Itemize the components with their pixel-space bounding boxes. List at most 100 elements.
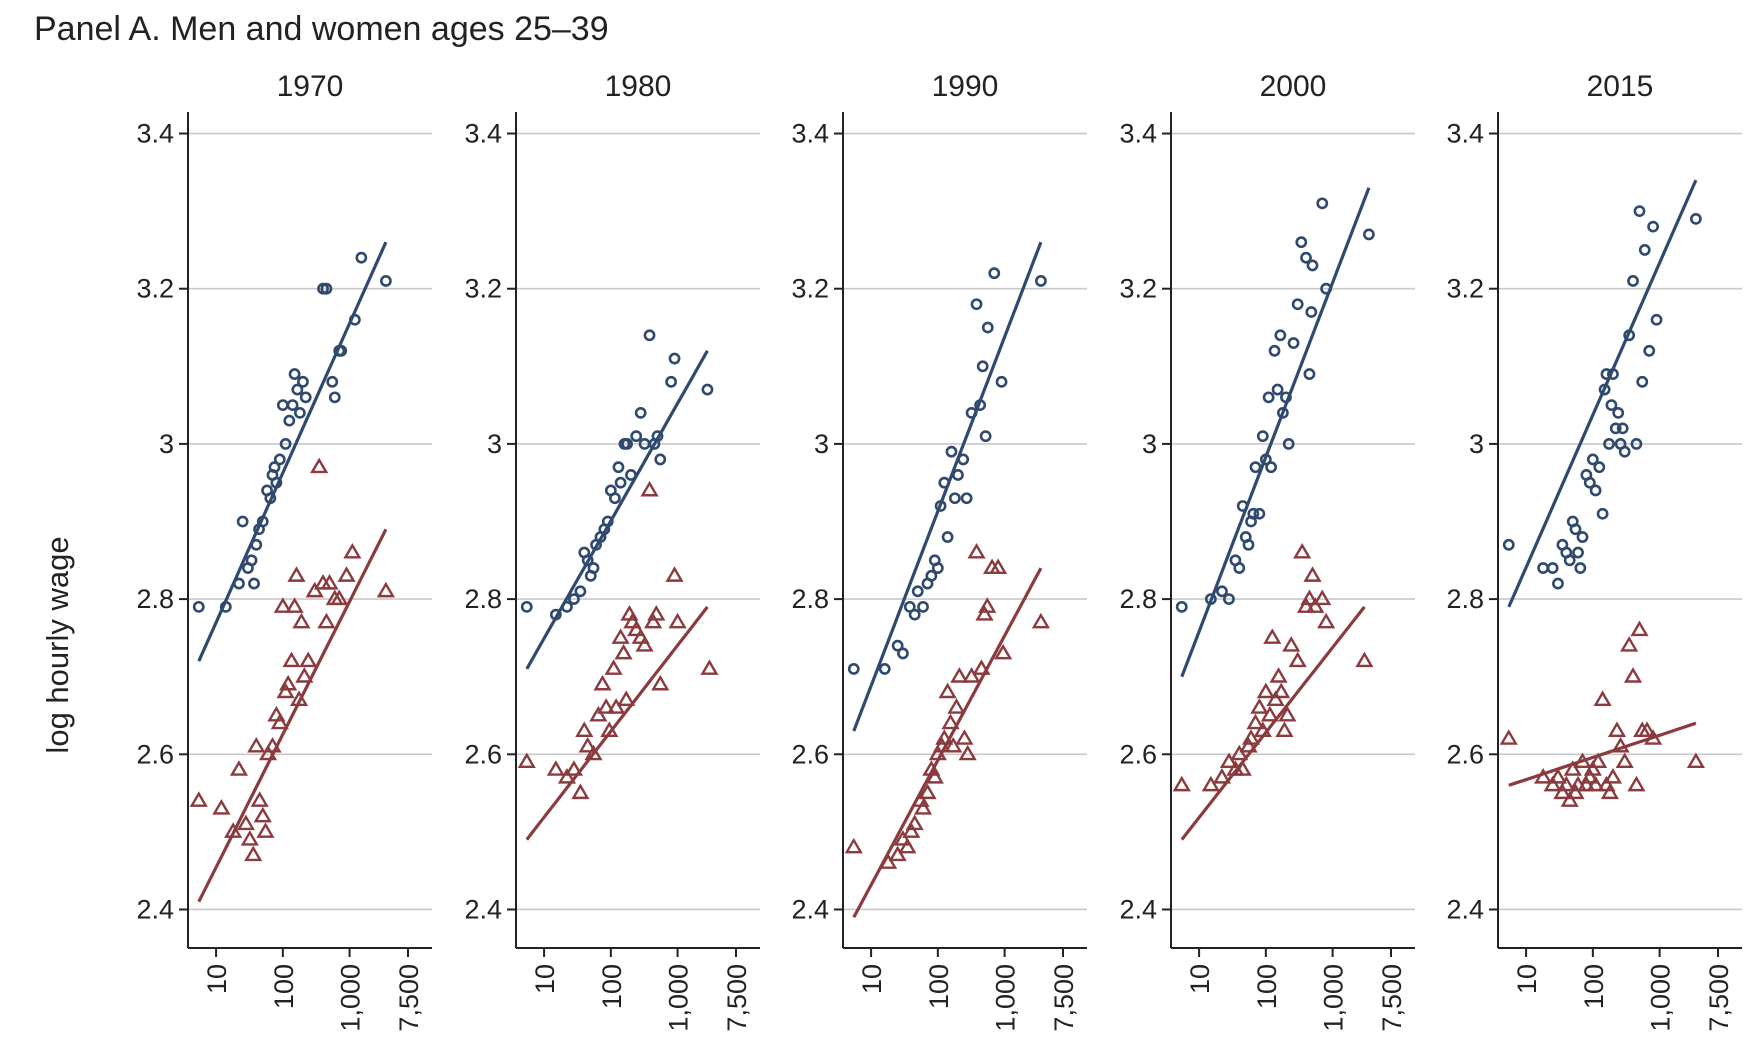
data-point	[1605, 399, 1618, 412]
data-point	[1275, 721, 1294, 738]
data-point	[282, 651, 301, 668]
data-point	[945, 445, 958, 458]
y-axis-label: log hourly wage	[40, 536, 75, 753]
data-point	[941, 531, 954, 543]
data-point	[1611, 736, 1630, 753]
data-point	[1650, 313, 1663, 326]
data-point	[600, 721, 619, 738]
data-point	[1593, 690, 1612, 706]
data-point	[546, 760, 565, 776]
data-point	[568, 593, 580, 605]
data-point	[978, 597, 997, 613]
data-point	[957, 453, 970, 466]
data-point	[335, 344, 348, 357]
data-point	[931, 562, 944, 574]
data-point	[1259, 453, 1272, 466]
y-tick-label: 3.2	[136, 274, 174, 304]
data-point	[967, 542, 986, 559]
data-point	[1300, 589, 1319, 606]
data-point	[947, 698, 966, 714]
data-point	[244, 845, 263, 862]
data-point	[975, 605, 994, 621]
data-point	[701, 383, 714, 396]
data-point	[1552, 577, 1564, 590]
x-tick-label: 7,500	[722, 964, 752, 1032]
data-point	[263, 736, 282, 753]
data-point	[601, 515, 614, 528]
data-point	[878, 663, 891, 675]
y-tick-label: 2.6	[1446, 739, 1484, 769]
data-point	[1233, 760, 1252, 776]
data-point	[647, 605, 666, 621]
data-point	[1644, 729, 1663, 745]
data-point	[905, 814, 924, 831]
data-point	[1223, 593, 1235, 605]
x-tick-label: 100	[1252, 964, 1282, 1009]
data-point	[295, 667, 314, 683]
data-point	[1647, 220, 1660, 233]
data-point	[517, 752, 536, 769]
y-tick-label: 3.4	[791, 119, 829, 149]
data-point	[1583, 760, 1602, 776]
data-point	[607, 698, 626, 714]
data-point	[292, 612, 311, 629]
data-point	[962, 667, 981, 683]
y-tick-label: 2.4	[136, 894, 174, 924]
data-point	[1623, 329, 1636, 342]
data-point	[320, 573, 339, 590]
data-point	[935, 729, 954, 745]
data-point	[1557, 775, 1576, 792]
data-point	[1363, 228, 1375, 241]
data-point	[380, 275, 392, 287]
panel-title: 1990	[932, 70, 999, 103]
data-point	[995, 375, 1008, 388]
data-point	[994, 643, 1013, 660]
series-triangle	[844, 542, 1050, 918]
data-point	[1589, 752, 1608, 769]
data-point	[1598, 383, 1611, 396]
data-point	[219, 600, 232, 613]
data-point	[623, 612, 642, 629]
data-point	[665, 375, 678, 388]
y-tick-label: 3.4	[1446, 119, 1484, 149]
data-point	[989, 558, 1008, 575]
x-tick-label: 100	[924, 964, 954, 1009]
y-tick-label: 2.8	[791, 584, 829, 614]
data-point	[1690, 212, 1702, 225]
data-point	[988, 267, 1001, 280]
data-point	[950, 667, 969, 683]
x-tick-label: 7,500	[1377, 964, 1407, 1032]
data-point	[297, 375, 309, 388]
y-tick-label: 2.6	[464, 739, 502, 769]
data-point	[1306, 597, 1325, 613]
data-point	[1600, 783, 1619, 800]
data-point	[612, 461, 625, 474]
series-triangle	[1172, 542, 1374, 841]
data-point	[1260, 705, 1279, 722]
data-point	[1355, 651, 1374, 668]
data-point	[289, 690, 309, 706]
data-point	[965, 406, 978, 419]
data-point	[1566, 783, 1585, 800]
y-tick-label: 3.4	[464, 119, 502, 149]
series-triangle	[189, 457, 395, 903]
data-point	[247, 736, 266, 753]
data-point	[561, 600, 573, 613]
data-point	[614, 476, 627, 489]
data-point	[1246, 713, 1265, 730]
data-point	[293, 406, 306, 419]
data-point	[212, 799, 231, 815]
data-point	[578, 736, 597, 753]
y-tick-label: 3	[814, 429, 829, 459]
panel-title: 2000	[1260, 70, 1327, 103]
data-point	[1263, 628, 1282, 644]
panels: 1970 2.4 2.6 2.8 3 3.2 3.4 10 100 1,000 7,500 1980 2…	[136, 70, 1742, 1032]
data-point	[1293, 542, 1312, 559]
data-point	[611, 628, 630, 644]
data-point	[593, 674, 612, 691]
data-point	[283, 414, 296, 427]
data-point	[668, 352, 681, 365]
y-tick-label: 2.8	[464, 584, 502, 614]
data-point	[944, 736, 963, 753]
data-point	[1596, 507, 1609, 520]
